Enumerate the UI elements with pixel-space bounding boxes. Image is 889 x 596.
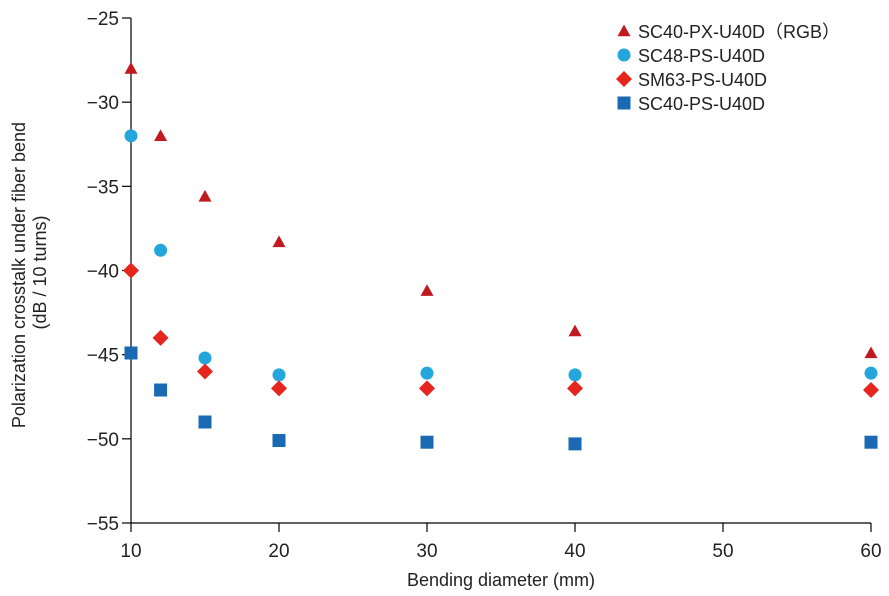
square-data-point <box>124 346 138 360</box>
legend-label: SC40-PX-U40D（RGB） <box>638 22 840 42</box>
data-points <box>123 62 879 451</box>
circle-data-point <box>154 243 168 257</box>
x-tick-label: 50 <box>712 541 733 562</box>
square-data-point <box>420 435 434 449</box>
legend-label: SC40-PS-U40D <box>638 94 765 114</box>
square-data-point <box>272 434 286 448</box>
x-axis-title: Bending diameter (mm) <box>407 570 595 590</box>
circle-data-point <box>124 129 138 143</box>
legend-label: SC48-PS-U40D <box>638 46 765 66</box>
triangle-data-point <box>198 189 212 202</box>
diamond-data-point <box>567 380 583 397</box>
circle-data-point <box>420 366 434 380</box>
legend-diamond-marker <box>616 71 632 87</box>
triangle-data-point <box>864 346 878 359</box>
triangle-data-point <box>124 62 138 74</box>
y-tick-label: −40 <box>87 262 119 283</box>
triangle-data-point <box>154 129 168 142</box>
legend-triangle-marker <box>617 24 631 37</box>
diamond-data-point <box>419 380 435 397</box>
legend-square-marker <box>617 96 631 110</box>
x-tick-label: 40 <box>564 541 585 562</box>
y-tick-label: −50 <box>87 430 119 451</box>
diamond-data-point <box>152 329 169 346</box>
square-data-point <box>864 435 878 449</box>
diamond-data-point <box>123 262 139 279</box>
y-axis-title: Polarization crosstalk under fiber bend … <box>9 117 50 428</box>
y-tick-label: −30 <box>87 93 119 114</box>
y-tick-label: −45 <box>87 346 119 367</box>
x-tick-label: 30 <box>416 541 437 562</box>
diamond-data-point <box>863 382 879 399</box>
triangle-data-point <box>568 324 582 337</box>
legend-circle-marker <box>617 48 631 62</box>
circle-data-point <box>198 351 212 365</box>
triangle-data-point <box>420 284 434 296</box>
y-tick-label: −35 <box>87 177 119 198</box>
x-tick-label: 60 <box>860 541 881 562</box>
y-tick-label: −25 <box>87 9 119 30</box>
y-tick-label: −55 <box>87 514 119 535</box>
triangle-data-point <box>272 235 286 248</box>
circle-data-point <box>568 368 582 382</box>
circle-data-point <box>272 368 286 382</box>
legend-label: SM63-PS-U40D <box>638 70 767 90</box>
circle-data-point <box>864 366 878 380</box>
diamond-data-point <box>197 363 213 380</box>
square-data-point <box>154 383 168 397</box>
y-axis-title-line-2: (dB / 10 turns) <box>30 215 50 329</box>
square-data-point <box>198 415 212 429</box>
square-data-point <box>568 437 582 451</box>
legend: SC40-PX-U40D（RGB） SC48-PS-U40D SM63-PS-U40… <box>616 22 840 114</box>
diamond-data-point <box>271 380 287 397</box>
x-tick-label: 20 <box>268 541 289 562</box>
y-axis-title-line-1: Polarization crosstalk under fiber bend <box>9 122 29 428</box>
x-tick-label: 10 <box>120 541 141 562</box>
